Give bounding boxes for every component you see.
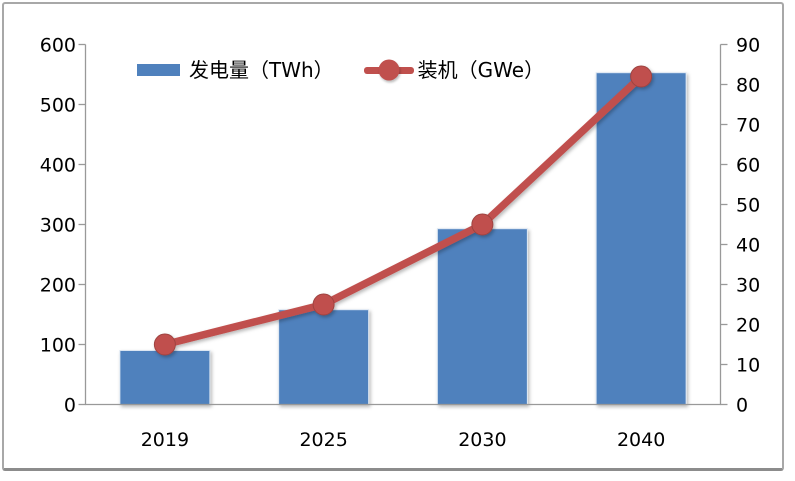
right-axis-tick-50: 50 [736,195,760,217]
left-axis-tick-0: 0 [64,395,76,417]
right-axis-tick-60: 60 [736,155,760,177]
x-axis-label-2040: 2040 [617,429,665,451]
line-point-2025 [312,293,335,316]
left-axis-tick-300: 300 [40,215,76,237]
left-axis-tick-200: 200 [40,275,76,297]
right-axis-tick-90: 90 [736,35,760,57]
legend-label-capacity: 装机（GWe） [417,58,545,82]
line-point-2019 [153,333,176,356]
right-axis-tick-70: 70 [736,115,760,137]
bar-series [119,72,687,406]
left-axis-tick-600: 600 [40,35,76,57]
x-axis-label-2025: 2025 [299,429,347,451]
right-axis-tick-20: 20 [736,315,760,337]
bar-2019 [119,350,211,405]
legend-item-generation: 发电量（TWh） [137,60,334,80]
bar-2025 [278,309,370,406]
line-series [153,65,653,356]
left-axis-tick-100: 100 [40,335,76,357]
right-axis-tick-10: 10 [736,355,760,377]
left-axis-tick-500: 500 [40,95,76,117]
x-axis-label-2019: 2019 [141,429,189,451]
capacity-line [161,72,645,349]
right-axis-tick-40: 40 [736,235,760,257]
bar-2040 [595,72,687,405]
right-axis-tick-0: 0 [736,395,748,417]
axes: 0100200300400500600010203040506070809020… [40,35,760,452]
legend: 发电量（TWh） 装机（GWe） [137,58,545,82]
right-axis-tick-80: 80 [736,75,760,97]
left-axis-tick-400: 400 [40,155,76,177]
line-point-2030 [471,213,494,236]
line-point-2040 [630,65,653,88]
right-axis-tick-30: 30 [736,275,760,297]
line-series-marker-icon [363,59,414,81]
x-axis-label-2030: 2030 [458,429,506,451]
legend-item-capacity: 装机（GWe） [363,58,545,82]
legend-label-generation: 发电量（TWh） [189,58,334,82]
bar-2030 [436,228,528,405]
line-series-dot-icon [378,59,400,81]
bar-series-swatch-icon [137,64,180,76]
